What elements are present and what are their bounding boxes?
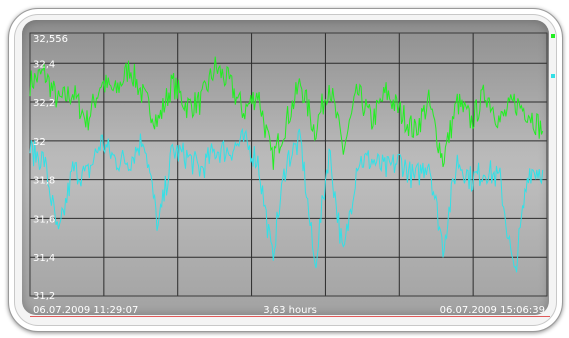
y-tick-label: 32,4 (33, 59, 55, 70)
y-tick-label: 31,8 (33, 176, 55, 187)
x-span-label: 3,63 hours (263, 305, 317, 316)
frame-bottom-line (30, 316, 550, 317)
legend-swatch-2 (551, 74, 555, 78)
y-tick-label: 31,4 (33, 253, 55, 264)
y-tick-label: 31,2 (33, 291, 55, 302)
y-tick-label: 32 (33, 137, 46, 148)
legend (551, 34, 555, 78)
series-group (29, 56, 544, 273)
series-line-2 (29, 127, 544, 273)
y-tick-label: 32,556 (33, 34, 68, 45)
legend-swatch-1 (551, 34, 555, 38)
series-line-1 (29, 56, 544, 170)
y-tick-label: 31,6 (33, 214, 55, 225)
grid (29, 32, 548, 297)
plot-panel (22, 20, 549, 315)
x-start-label: 06.07.2009 11:29:07 (33, 305, 138, 316)
y-tick-label: 32,2 (33, 98, 55, 109)
plot-border (29, 32, 548, 297)
y-tick-labels: 32,556 32,4 32,2 32 31,8 31,6 31,4 31,2 (33, 34, 68, 302)
x-end-label: 06.07.2009 15:06:39 (440, 305, 545, 316)
